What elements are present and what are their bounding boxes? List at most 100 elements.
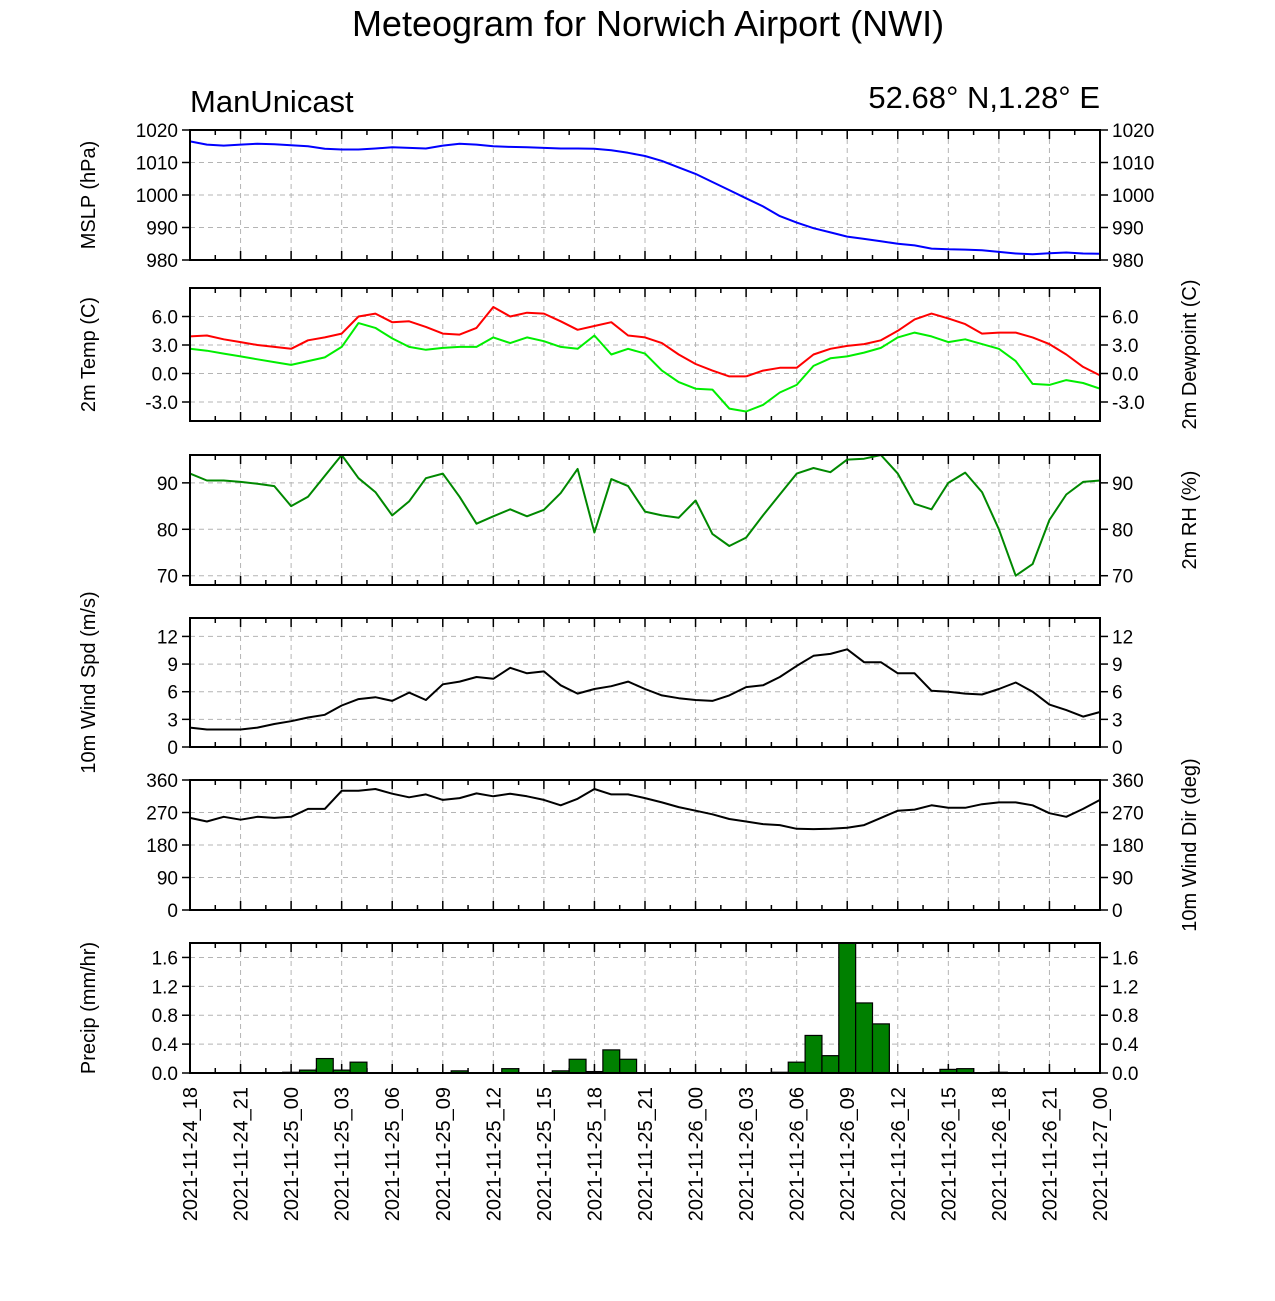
y-tick-label: 270 — [146, 804, 178, 825]
precip-bar — [568, 1058, 587, 1074]
y-tick-label: 270 — [1112, 804, 1144, 825]
x-tick-label: 2021-11-25_18 — [584, 1087, 606, 1221]
panel-frame — [189, 779, 1101, 911]
x-tick-label: 2021-11-26_15 — [938, 1087, 960, 1221]
y-tick-label: 180 — [1112, 836, 1144, 857]
y-tick-label: 80 — [157, 520, 178, 541]
y-tick-label: 3 — [1112, 710, 1123, 731]
y-tick-label: 3.0 — [152, 336, 178, 357]
series-line-wdir-0 — [189, 788, 1101, 831]
series-line-temp-0 — [189, 306, 1101, 378]
x-tick-label: 2021-11-25_12 — [483, 1087, 505, 1221]
y-tick-label: 90 — [157, 474, 178, 495]
x-tick-label: 2021-11-25_03 — [332, 1087, 354, 1221]
y-tick-label: 70 — [157, 567, 178, 588]
y-tick-label: 0.0 — [152, 1064, 178, 1085]
panel-wdir: 0 0 90 90 180 180 270 270 360 360 10m Wind Dir (de… — [146, 758, 1201, 931]
y-tick-label: 0.0 — [1112, 1064, 1138, 1085]
x-tick-label: 2021-11-25_09 — [433, 1087, 455, 1221]
y-tick-label: 360 — [1112, 771, 1144, 792]
y-tick-label: 990 — [1112, 219, 1144, 240]
y-tick-label: 6 — [167, 683, 178, 704]
y-tick-label: 1.2 — [1112, 977, 1138, 998]
y-axis-title-left: 10m Wind Spd (m/s) — [78, 591, 100, 773]
panel-frame — [189, 129, 1101, 261]
precip-bar — [315, 1057, 334, 1074]
y-tick-label: 1010 — [1112, 154, 1154, 175]
x-tick-label: 2021-11-26_12 — [888, 1087, 910, 1221]
y-tick-label: 90 — [1112, 869, 1133, 890]
y-tick-label: -3.0 — [1112, 393, 1145, 414]
y-tick-label: 1.2 — [152, 977, 178, 998]
y-tick-label: 90 — [157, 869, 178, 890]
y-axis-title-right: 10m Wind Dir (deg) — [1179, 758, 1201, 931]
y-tick-label: 9 — [1112, 655, 1123, 676]
series-line-mslp-0 — [189, 140, 1101, 256]
y-tick-label: 6 — [1112, 683, 1123, 704]
precip-bar — [787, 1061, 806, 1074]
x-tick-label: 2021-11-26_09 — [837, 1087, 859, 1221]
panel-temp: -3.0 -3.0 0.0 0.0 3.0 3.0 6.0 6.0 2m Temp (C) 2m … — [78, 279, 1201, 429]
x-tick-label: 2021-11-26_06 — [787, 1087, 809, 1221]
y-tick-label: 1.6 — [152, 948, 178, 969]
y-tick-label: 0.4 — [1112, 1035, 1139, 1056]
panel-frame — [189, 942, 1101, 1074]
x-tick-label: 2021-11-24_18 — [180, 1087, 202, 1221]
y-tick-label: 0 — [1112, 901, 1123, 922]
y-tick-label: 80 — [1112, 520, 1133, 541]
precip-bar — [349, 1061, 368, 1074]
y-tick-label: 0.8 — [152, 1006, 178, 1027]
series-line-temp-1 — [189, 322, 1101, 413]
station-coordinates: 52.68° N,1.28° E — [868, 80, 1100, 115]
x-tick-label: 2021-11-26_21 — [1039, 1087, 1061, 1221]
precip-bar — [821, 1055, 840, 1074]
x-tick-labels: 2021-11-24_18 2021-11-24_21 2021-11-25_00 2… — [180, 1087, 1112, 1221]
x-tick-label: 2021-11-25_00 — [281, 1087, 303, 1221]
y-tick-label: 0.4 — [152, 1035, 179, 1056]
y-tick-label: 0.8 — [1112, 1006, 1138, 1027]
panel-wspd: 0 0 3 3 6 6 9 9 12 12 10m Wind Spd (m/s) — [78, 591, 1133, 773]
y-tick-label: 1020 — [136, 121, 178, 142]
model-name: ManUnicast — [190, 84, 354, 119]
precip-bar — [619, 1058, 638, 1074]
y-tick-label: 1010 — [136, 154, 178, 175]
x-tick-label: 2021-11-25_06 — [382, 1087, 404, 1221]
x-tick-label: 2021-11-26_00 — [686, 1087, 708, 1221]
y-axis-title-right: 2m Dewpoint (C) — [1179, 279, 1201, 429]
panel-precip: 0.0 0.0 0.4 0.4 0.8 0.8 1.2 1.2 1.6 1.6 Precip (mm… — [78, 942, 1139, 1085]
x-tick-label: 2021-11-25_15 — [534, 1087, 556, 1221]
chart-title: Meteogram for Norwich Airport (NWI) — [352, 3, 944, 44]
y-axis-title-left: MSLP (hPa) — [78, 141, 100, 250]
x-tick-label: 2021-11-24_21 — [231, 1087, 253, 1221]
precip-bar — [871, 1023, 890, 1074]
panel-rh: 70 70 80 80 90 90 2m RH (%) — [157, 454, 1201, 588]
panel-mslp: 980 980 990 990 1000 1000 1010 1010 1020 1020 MSLP… — [78, 121, 1154, 272]
y-tick-label: 0 — [167, 738, 178, 759]
y-tick-label: 3 — [167, 710, 178, 731]
y-tick-label: 980 — [146, 251, 178, 272]
panel-frame — [189, 287, 1101, 422]
precip-bar — [838, 942, 857, 1074]
y-tick-label: 12 — [157, 627, 178, 648]
y-tick-label: 0.0 — [1112, 365, 1138, 386]
y-tick-label: 0.0 — [152, 365, 178, 386]
x-tick-label: 2021-11-26_03 — [736, 1087, 758, 1221]
panel-frame — [189, 454, 1101, 586]
y-tick-label: 6.0 — [1112, 308, 1138, 329]
y-tick-label: 1.6 — [1112, 948, 1138, 969]
precip-bar — [602, 1049, 621, 1074]
y-tick-label: 9 — [167, 655, 178, 676]
y-tick-label: 90 — [1112, 474, 1133, 495]
y-tick-label: 990 — [146, 219, 178, 240]
y-axis-title-right: 2m RH (%) — [1179, 471, 1201, 570]
y-axis-title-left: Precip (mm/hr) — [78, 942, 100, 1074]
series-line-wspd-0 — [189, 648, 1101, 731]
y-tick-label: 0 — [1112, 738, 1123, 759]
x-tick-label: 2021-11-26_18 — [989, 1087, 1011, 1221]
y-tick-label: 0 — [167, 901, 178, 922]
y-tick-label: -3.0 — [145, 393, 178, 414]
y-tick-label: 6.0 — [152, 308, 178, 329]
precip-bar — [804, 1034, 823, 1074]
